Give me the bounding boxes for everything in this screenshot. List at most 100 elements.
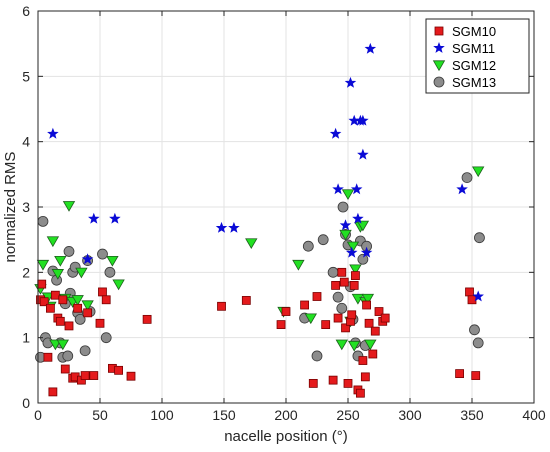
data-point bbox=[327, 266, 339, 278]
data-point bbox=[335, 339, 348, 351]
x-tick-label: 0 bbox=[34, 407, 42, 423]
data-markers bbox=[34, 42, 485, 398]
data-point bbox=[362, 300, 372, 310]
data-point bbox=[339, 219, 352, 231]
legend-label: SGM13 bbox=[452, 75, 496, 90]
legend-marker bbox=[434, 26, 444, 36]
data-point bbox=[101, 295, 111, 305]
legend-label: SGM10 bbox=[452, 24, 496, 39]
data-point bbox=[62, 350, 74, 362]
data-point bbox=[58, 295, 68, 305]
data-point bbox=[89, 371, 99, 380]
data-point bbox=[345, 246, 358, 258]
data-point bbox=[472, 337, 484, 349]
data-point bbox=[364, 318, 374, 328]
x-tick-label: 100 bbox=[150, 407, 174, 423]
legend: SGM10 SGM11 SGM12 SGM13 bbox=[425, 18, 530, 94]
data-point bbox=[317, 234, 329, 246]
data-point bbox=[329, 127, 342, 139]
data-point bbox=[217, 301, 226, 311]
y-axis-label: normalized RMS bbox=[2, 152, 19, 263]
data-point bbox=[228, 221, 240, 233]
series-sgm11 bbox=[47, 42, 484, 302]
data-point bbox=[331, 280, 341, 290]
x-tick-label: 200 bbox=[274, 407, 298, 423]
data-point bbox=[79, 345, 91, 357]
data-point bbox=[60, 364, 70, 374]
data-point bbox=[368, 349, 378, 359]
data-point bbox=[370, 326, 380, 336]
data-point bbox=[97, 248, 108, 260]
data-point bbox=[75, 267, 88, 279]
data-point bbox=[465, 287, 474, 297]
data-point bbox=[241, 296, 251, 305]
data-point bbox=[349, 264, 362, 276]
data-point bbox=[64, 321, 74, 331]
data-point bbox=[106, 255, 119, 267]
data-point bbox=[302, 240, 314, 252]
data-point bbox=[344, 76, 357, 88]
x-tick-label: 150 bbox=[212, 407, 236, 423]
series-sgm10 bbox=[36, 267, 481, 398]
data-point bbox=[360, 246, 373, 258]
data-point bbox=[333, 313, 343, 323]
data-point bbox=[304, 313, 317, 325]
data-point bbox=[341, 189, 355, 201]
data-point bbox=[364, 42, 377, 54]
data-point bbox=[46, 236, 60, 248]
data-point bbox=[104, 266, 116, 278]
data-point bbox=[328, 375, 338, 385]
y-tick-label: 1 bbox=[22, 330, 30, 346]
data-point bbox=[337, 267, 347, 277]
data-point bbox=[73, 303, 83, 313]
data-point bbox=[37, 215, 49, 227]
data-point bbox=[56, 339, 69, 351]
legend-item-sgm11: SGM11 bbox=[433, 41, 495, 56]
data-point bbox=[355, 388, 365, 398]
data-point bbox=[321, 320, 331, 330]
legend-item-sgm13: SGM13 bbox=[433, 75, 496, 90]
data-point bbox=[62, 201, 76, 212]
data-point bbox=[356, 220, 370, 232]
x-axis-label: nacelle position (°) bbox=[224, 428, 348, 445]
data-point bbox=[357, 253, 369, 265]
x-tick-label: 300 bbox=[398, 407, 422, 423]
data-point bbox=[472, 166, 485, 178]
data-point bbox=[336, 302, 348, 314]
legend-label: SGM11 bbox=[452, 41, 495, 56]
data-point bbox=[100, 332, 112, 344]
data-point bbox=[360, 372, 370, 382]
data-point bbox=[215, 221, 228, 233]
data-point bbox=[112, 279, 125, 291]
x-tick-label: 50 bbox=[92, 407, 108, 423]
legend-marker bbox=[433, 76, 445, 88]
data-point bbox=[276, 320, 286, 330]
data-point bbox=[341, 323, 350, 333]
data-point bbox=[80, 371, 90, 380]
data-point bbox=[339, 229, 352, 241]
data-point bbox=[126, 371, 136, 381]
data-point bbox=[46, 303, 55, 313]
data-point bbox=[357, 148, 369, 160]
data-point bbox=[343, 378, 353, 388]
data-point bbox=[37, 279, 47, 289]
data-point bbox=[48, 387, 58, 397]
data-point bbox=[81, 253, 94, 265]
data-point bbox=[50, 290, 60, 300]
y-tick-label: 4 bbox=[22, 134, 30, 150]
data-point bbox=[83, 308, 92, 318]
y-tick-label: 2 bbox=[22, 264, 30, 280]
data-point bbox=[332, 183, 344, 195]
data-point bbox=[350, 183, 363, 195]
legend-item-sgm12: SGM12 bbox=[432, 58, 496, 73]
data-point bbox=[364, 339, 377, 351]
data-point bbox=[281, 307, 291, 316]
data-point bbox=[352, 212, 364, 224]
data-point bbox=[98, 287, 107, 297]
axis-ticks: 0 50 100 150 200 250 300 350 400 0 1 2 3 4 5 6 bbox=[22, 3, 546, 423]
data-point bbox=[469, 324, 480, 336]
data-point bbox=[312, 292, 322, 301]
data-point bbox=[47, 127, 59, 139]
data-point bbox=[348, 340, 361, 352]
data-point bbox=[347, 310, 357, 320]
